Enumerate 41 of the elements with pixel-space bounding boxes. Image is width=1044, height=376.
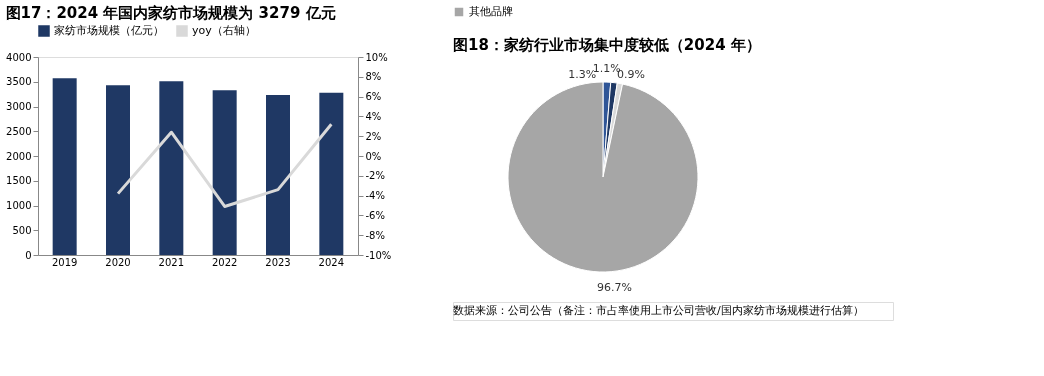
y-tick-label: 1500 <box>6 175 32 187</box>
legend-label: 其他品牌 <box>469 5 513 18</box>
x-tick-label: 2020 <box>105 256 131 268</box>
x-tick-label: 2019 <box>51 256 78 268</box>
legend-label: yoy（右轴） <box>192 24 256 37</box>
pie-slice <box>507 81 699 273</box>
bar <box>159 81 184 255</box>
y-tick-label: 3000 <box>6 101 32 112</box>
y2-tick-label: 10% <box>365 51 388 63</box>
y-tick-label: 1000 <box>6 200 32 211</box>
y-tick-label: 3500 <box>6 76 32 88</box>
y-tick-label: 4000 <box>6 51 32 63</box>
y2-tick-label: 4% <box>365 110 382 122</box>
y2-tick-label: -4% <box>365 190 385 202</box>
y-tick-label: 500 <box>12 224 32 236</box>
source-note: 数据来源：公司公告（备注：市占率使用上市公司营收/国内家纺市场规模进行估算） <box>453 304 864 317</box>
bar <box>212 90 237 255</box>
y2-tick-label: -2% <box>365 170 385 182</box>
y-tick-label: 2500 <box>6 125 32 137</box>
y-tick-label: 2000 <box>6 150 32 162</box>
bar <box>319 92 344 255</box>
x-tick-label: 2023 <box>265 256 291 268</box>
y2-tick-label: 2% <box>365 130 382 142</box>
y-tick-label: 0 <box>25 249 32 261</box>
x-tick-label: 2022 <box>211 256 238 268</box>
y2-tick-label: 0% <box>365 150 382 162</box>
bar <box>266 95 290 255</box>
y2-tick-label: -8% <box>365 229 385 241</box>
x-tick-label: 2021 <box>158 256 185 268</box>
chart-title: 图17：2024 年国内家纺市场规模为 3279 亿元 <box>5 4 336 22</box>
y2-tick-label: -6% <box>365 209 385 221</box>
bar <box>106 85 130 255</box>
y2-tick-label: -10% <box>365 249 392 261</box>
data-label: 96.7% <box>597 281 633 295</box>
line-series <box>116 122 333 208</box>
text: 图18：家纺行业市场集中度较低（2024 年） <box>453 36 761 54</box>
x-tick-label: 2024 <box>318 256 345 268</box>
bar <box>52 78 77 255</box>
y2-tick-label: 6% <box>365 91 382 103</box>
y2-tick-label: 8% <box>365 71 382 83</box>
legend-label: 家纺市场规模（亿元） <box>54 24 164 37</box>
